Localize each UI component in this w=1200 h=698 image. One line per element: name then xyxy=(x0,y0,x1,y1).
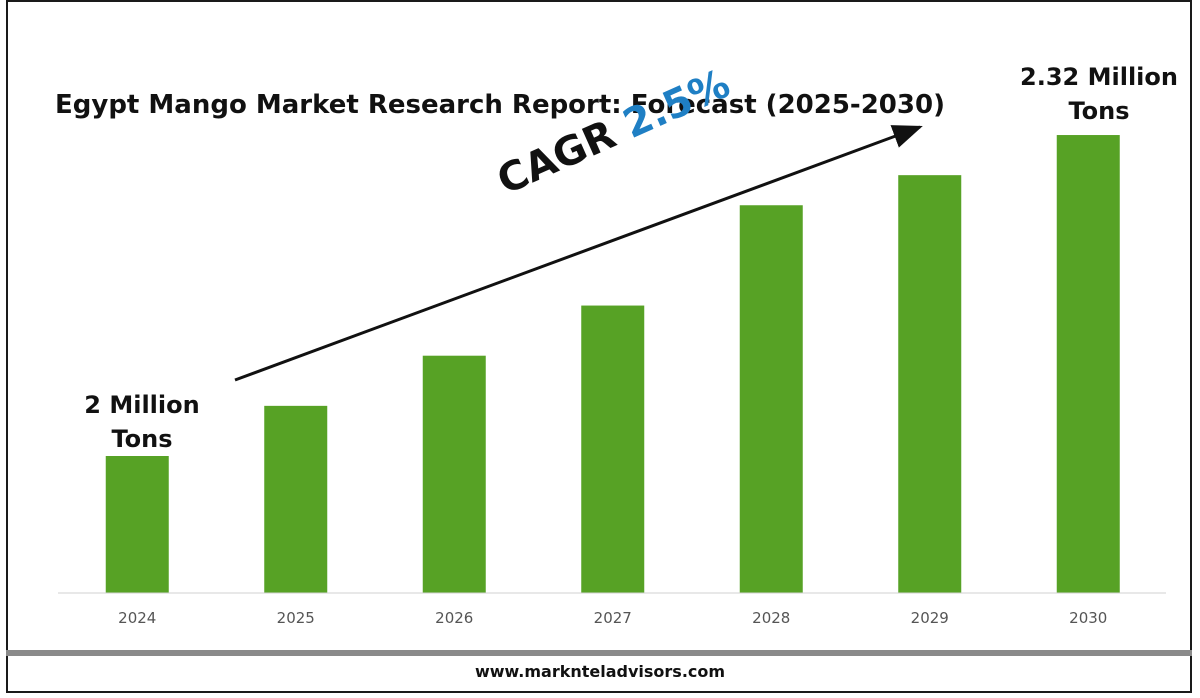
bar-2024 xyxy=(105,456,169,593)
x-tick-label-2025: 2025 xyxy=(277,609,315,627)
first-bar-label: 2 Million Tons xyxy=(84,391,200,453)
x-tick-label-2027: 2027 xyxy=(594,609,632,627)
x-tick-label-2029: 2029 xyxy=(911,609,949,627)
bar-2025 xyxy=(264,405,328,593)
footer-website: www.marknteladvisors.com xyxy=(474,662,726,681)
bar-2029 xyxy=(898,175,962,593)
x-tick-label-2026: 2026 xyxy=(435,609,473,627)
trend-arrow xyxy=(234,125,923,382)
chart-title: Egypt Mango Market Research Report: Fore… xyxy=(55,90,945,120)
bar-2030 xyxy=(1056,135,1120,594)
last-bar-label: 2.32 Million Tons xyxy=(1020,63,1178,125)
bar-2026 xyxy=(422,355,486,593)
x-tick-label-2028: 2028 xyxy=(752,609,790,627)
footer-divider xyxy=(6,650,1192,656)
bar-2027 xyxy=(581,305,645,593)
x-tick-label-2024: 2024 xyxy=(118,609,156,627)
x-tick-label-2030: 2030 xyxy=(1069,609,1107,627)
bar-2028 xyxy=(739,205,803,593)
